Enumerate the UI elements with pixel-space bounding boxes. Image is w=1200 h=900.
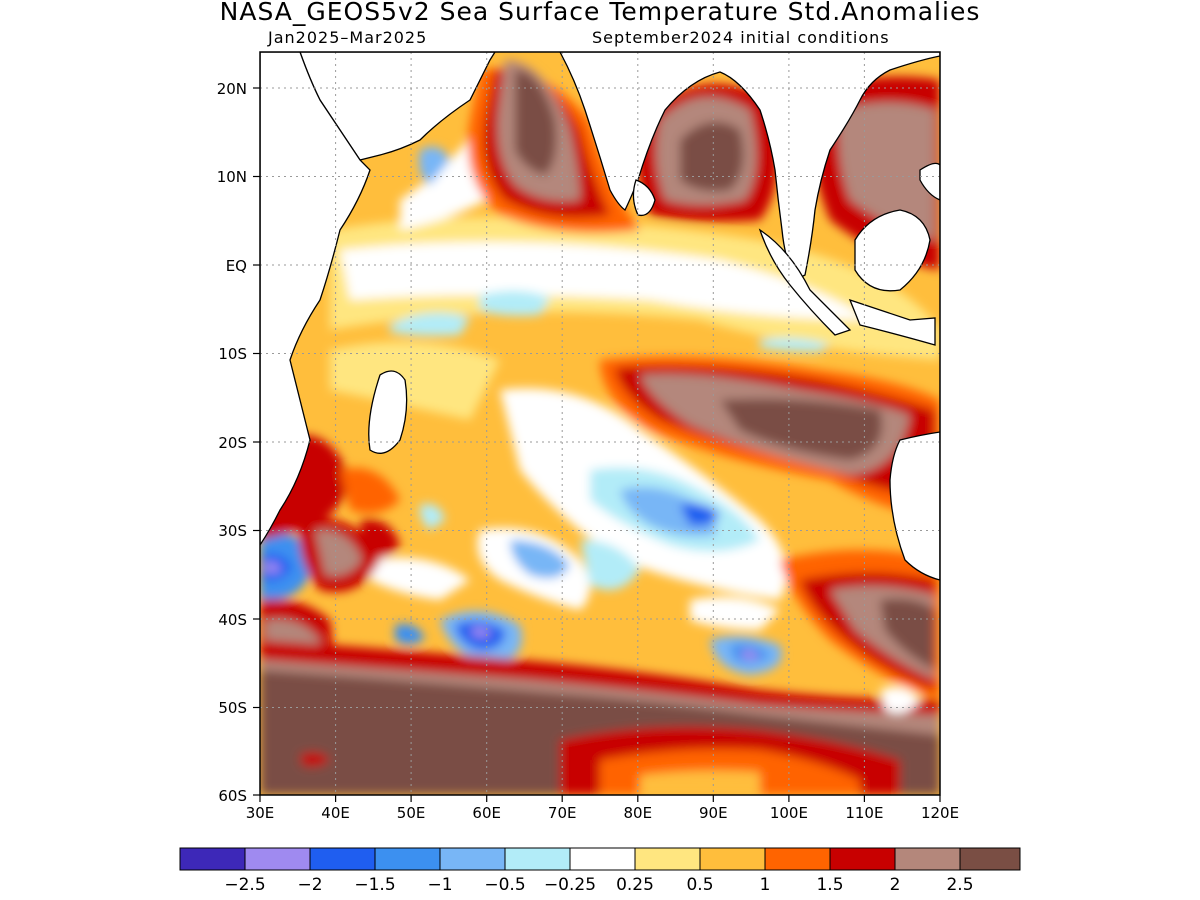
lon-label: 50E: [397, 804, 426, 822]
legend-label: 1.5: [816, 875, 843, 895]
legend-swatch: [504, 847, 571, 871]
lat-label: 20N: [217, 80, 247, 98]
map-title: NASA_GEOS5v2 Sea Surface Temperature Std…: [219, 0, 981, 26]
legend-swatch: [959, 847, 1021, 871]
lon-label: 110E: [845, 804, 883, 822]
lon-label: 90E: [699, 804, 728, 822]
legend-swatch: [569, 847, 636, 871]
legend-label: 0.5: [686, 875, 713, 895]
legend-swatch: [439, 847, 506, 871]
legend-label: −0.5: [484, 875, 525, 895]
legend-label: 2.5: [946, 875, 973, 895]
legend-swatch: [764, 847, 831, 871]
graticule: [260, 52, 940, 795]
lat-label: 10N: [217, 168, 247, 186]
latitude-ticks: [253, 87, 260, 796]
lon-label: 120E: [921, 804, 959, 822]
longitude-ticks: [259, 795, 941, 802]
legend-swatch: [894, 847, 961, 871]
legend-label: −1.5: [354, 875, 395, 895]
lon-label: 40E: [321, 804, 350, 822]
legend-label: −1: [427, 875, 452, 895]
lat-label: 40S: [218, 611, 247, 629]
lon-label: 80E: [624, 804, 653, 822]
lat-label: 60S: [218, 787, 247, 805]
legend-swatch: [244, 847, 311, 871]
land: [260, 52, 940, 581]
lon-label: 30E: [246, 804, 275, 822]
lon-label: 60E: [472, 804, 501, 822]
color-legend: −2.5 −2 −1.5 −1 −0.5 −0.25 0.25 0.5 1 1.…: [179, 847, 1021, 895]
legend-label: −2: [297, 875, 322, 895]
lat-label: 30S: [218, 522, 247, 540]
lon-label: 100E: [770, 804, 808, 822]
legend-label: 1: [760, 875, 771, 895]
legend-label: 0.25: [616, 875, 654, 895]
legend-swatch: [374, 847, 441, 871]
forecast-period: Jan2025–Mar2025: [268, 28, 428, 47]
lat-label: 10S: [218, 345, 247, 363]
lat-label: 50S: [218, 699, 247, 717]
legend-label: 2: [890, 875, 901, 895]
lon-label: 70E: [548, 804, 577, 822]
legend-swatch: [634, 847, 701, 871]
legend-swatch: [699, 847, 766, 871]
legend-swatch: [179, 847, 246, 871]
initial-conditions: September2024 initial conditions: [592, 28, 890, 47]
lat-label: 20S: [218, 434, 247, 452]
legend-label: −0.25: [544, 875, 596, 895]
legend-swatch: [309, 847, 376, 871]
latitude-labels: 20N 10N EQ 10S 20S 30S 40S 50S 60S: [217, 80, 247, 805]
legend-label: −2.5: [224, 875, 265, 895]
lat-label: EQ: [226, 257, 247, 275]
legend-swatch: [829, 847, 896, 871]
longitude-labels: 30E 40E 50E 60E 70E 80E 90E 100E 110E 12…: [246, 804, 959, 822]
sst-anomaly-field: [260, 52, 940, 795]
map-frame: [259, 51, 941, 796]
